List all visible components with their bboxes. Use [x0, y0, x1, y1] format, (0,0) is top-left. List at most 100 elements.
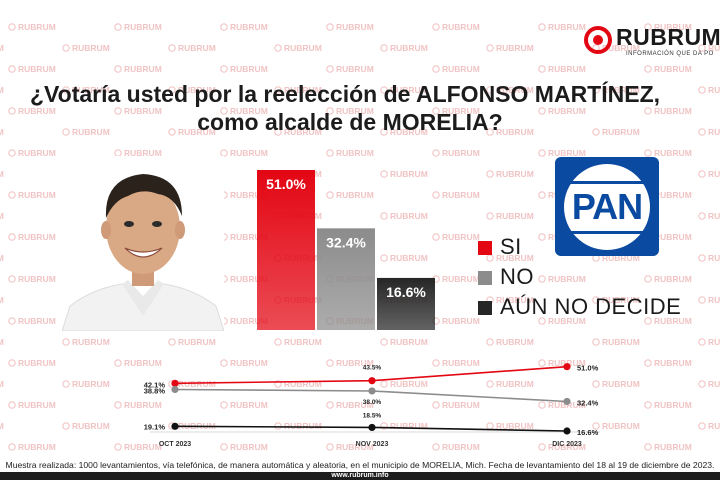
bar-2: [317, 228, 375, 330]
watermark-mark: [486, 170, 494, 178]
watermark-text: RUBRUM: [442, 400, 480, 410]
watermark-mark: [592, 296, 600, 304]
question-title-line2: como alcalde de MORELIA?: [197, 109, 503, 135]
watermark-mark: [380, 422, 388, 430]
watermark-mark: [8, 149, 16, 157]
trend-point-3-3: [563, 427, 571, 435]
watermark-text: RUBRUM: [548, 106, 586, 116]
trend-label-3-1: 19.1%: [144, 422, 166, 431]
watermark-text: RUBRUM: [72, 85, 110, 95]
legend-swatch-si: [478, 241, 492, 255]
watermark-text: RUBRUM: [0, 169, 4, 179]
party-logo-text: PAN: [571, 186, 643, 227]
watermark-text: RUBRUM: [0, 85, 4, 95]
watermark-mark: [592, 128, 600, 136]
watermark-mark: [114, 443, 122, 451]
watermark-mark: [220, 23, 228, 31]
chart-legend: SI NO AÚN NO DECIDE: [478, 232, 698, 322]
watermark-mark: [432, 23, 440, 31]
watermark-mark: [538, 149, 546, 157]
watermark-mark: [114, 23, 122, 31]
watermark-text: RUBRUM: [654, 148, 692, 158]
watermark-mark: [8, 401, 16, 409]
watermark-mark: [326, 191, 334, 199]
watermark-text: RUBRUM: [602, 85, 640, 95]
watermark-mark: [8, 233, 16, 241]
party-logo: PAN: [555, 157, 659, 256]
watermark-text: RUBRUM: [336, 400, 374, 410]
watermark-text: RUBRUM: [124, 442, 162, 452]
watermark-mark: [326, 149, 334, 157]
watermark-text: RUBRUM: [708, 85, 720, 95]
watermark-text: RUBRUM: [390, 85, 428, 95]
watermark-mark: [62, 44, 70, 52]
watermark-text: RUBRUM: [230, 190, 268, 200]
watermark-mark: [538, 401, 546, 409]
watermark-text: RUBRUM: [18, 106, 56, 116]
legend-item-si: SI: [478, 232, 698, 262]
watermark-text: RUBRUM: [336, 190, 374, 200]
watermark-text: RUBRUM: [390, 127, 428, 137]
party-logo-bottom-rule: [569, 231, 645, 234]
watermark-mark: [168, 338, 176, 346]
watermark-mark: [644, 107, 652, 115]
trend-label-3-3: 16.6%: [577, 428, 599, 437]
watermark-text: RUBRUM: [442, 22, 480, 32]
trend-label-2-3: 32.4%: [577, 398, 599, 407]
watermark-mark: [644, 317, 652, 325]
watermark-mark: [432, 107, 440, 115]
watermark-text: RUBRUM: [230, 274, 268, 284]
watermark-text: RUBRUM: [390, 43, 428, 53]
watermark-mark: [538, 443, 546, 451]
watermark-text: RUBRUM: [548, 22, 586, 32]
watermark-text: RUBRUM: [602, 43, 640, 53]
watermark-mark: [274, 86, 282, 94]
trend-point-3-2: [368, 423, 376, 432]
question-title: ¿Votaría usted por la reelección de ALFO…: [0, 80, 720, 136]
watermark-text: RUBRUM: [230, 64, 268, 74]
watermark-text: RUBRUM: [18, 22, 56, 32]
watermark-text: RUBRUM: [124, 148, 162, 158]
watermark-text: RUBRUM: [496, 85, 534, 95]
watermark-mark: [592, 422, 600, 430]
watermark-text: RUBRUM: [708, 43, 720, 53]
watermark-text: RUBRUM: [654, 316, 692, 326]
watermark-text: RUBRUM: [654, 274, 692, 284]
bar-1: [257, 170, 315, 330]
watermark-text: RUBRUM: [708, 421, 720, 431]
watermark-text: RUBRUM: [230, 442, 268, 452]
trend-label-1-3: 51.0%: [577, 364, 599, 373]
legend-item-no: NO: [478, 262, 698, 292]
watermark-text: RUBRUM: [390, 379, 428, 389]
watermark-mark: [432, 65, 440, 73]
watermark-mark: [380, 44, 388, 52]
watermark-text: RUBRUM: [442, 190, 480, 200]
watermark-mark: [698, 44, 706, 52]
watermark-text: RUBRUM: [654, 106, 692, 116]
watermark-text: RUBRUM: [230, 232, 268, 242]
trend-point-3-1: [171, 422, 179, 430]
watermark-text: RUBRUM: [602, 379, 640, 389]
watermark-mark: [380, 86, 388, 94]
watermark-text: RUBRUM: [654, 358, 692, 368]
watermark-mark: [220, 443, 228, 451]
watermark-text: RUBRUM: [442, 358, 480, 368]
watermark-mark: [644, 149, 652, 157]
watermark-text: RUBRUM: [284, 421, 322, 431]
watermark-text: RUBRUM: [18, 316, 56, 326]
watermark-text: RUBRUM: [390, 337, 428, 347]
watermark-mark: [698, 422, 706, 430]
watermark-text: RUBRUM: [442, 442, 480, 452]
trend-point-1-2: [368, 377, 376, 385]
watermark-text: RUBRUM: [442, 64, 480, 74]
website-link[interactable]: www.rubrum.info: [331, 472, 389, 479]
watermark-mark: [698, 296, 706, 304]
watermark-mark: [538, 233, 546, 241]
trend-label-3-2: 18.5%: [363, 412, 382, 419]
watermark-text: RUBRUM: [390, 421, 428, 431]
watermark-text: RUBRUM: [72, 43, 110, 53]
website-footer[interactable]: www.rubrum.info: [0, 472, 720, 480]
watermark-mark: [62, 380, 70, 388]
watermark-text: RUBRUM: [496, 295, 534, 305]
